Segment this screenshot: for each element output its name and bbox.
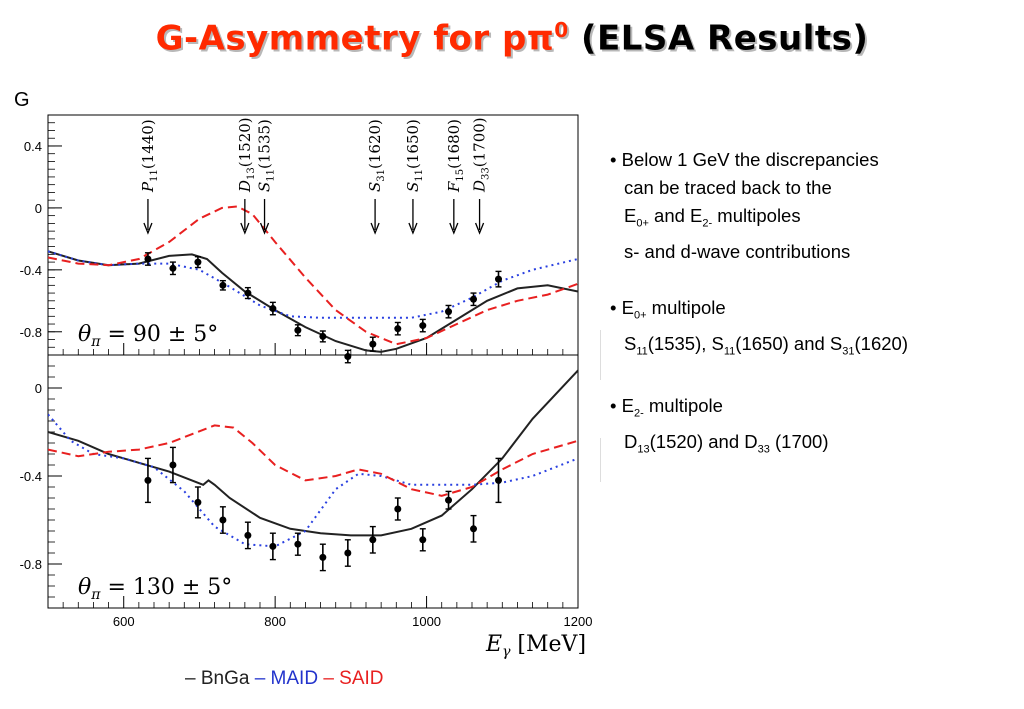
x-tick-label: 1200 xyxy=(564,614,593,629)
legend-item-said: – SAID xyxy=(318,668,384,689)
data-point xyxy=(445,308,453,316)
y-axis-title: G xyxy=(14,89,30,111)
data-point xyxy=(419,322,427,330)
legend-item-maid: – MAID xyxy=(249,668,319,689)
y-tick-label: -0.4 xyxy=(20,263,42,278)
legend-item-bnga: – BnGa xyxy=(185,668,250,689)
series-said xyxy=(48,424,578,497)
bullet-line: S11(1535), S11(1650) and S31(1620) xyxy=(624,332,908,358)
x-tick-label: 1000 xyxy=(412,614,441,629)
bullet-line: • Below 1 GeV the discrepancies xyxy=(610,149,879,170)
divider-1 xyxy=(600,330,601,380)
resonance-arrowhead xyxy=(259,222,270,235)
data-point xyxy=(244,531,252,539)
title-part1: G-Asymmetry for p xyxy=(155,18,527,59)
resonance-label: S11(1650) xyxy=(404,119,425,192)
resonance-arrowhead xyxy=(474,222,485,235)
curves xyxy=(48,369,578,548)
data-point xyxy=(169,461,177,469)
resonance-label: S11(1535) xyxy=(256,119,277,192)
panel-label: θπ = 130 ± 5° xyxy=(78,575,232,603)
data-point xyxy=(144,255,152,263)
panel-frame xyxy=(47,354,579,609)
resonance-arrowhead xyxy=(449,222,459,235)
data-point xyxy=(495,275,502,283)
title-pi: π xyxy=(526,18,555,59)
data-point xyxy=(470,525,478,533)
series-maid xyxy=(48,413,578,548)
data-point xyxy=(269,305,277,313)
y-tick-label: -0.4 xyxy=(20,469,42,484)
bullet-marker: • xyxy=(610,395,622,416)
slide-title: G-Asymmetry for pπ0 (ELSA Results) xyxy=(0,18,1024,58)
data-point xyxy=(445,496,453,504)
x-tick-label: 600 xyxy=(113,614,135,629)
resonance-arrowhead xyxy=(370,222,380,235)
data-point xyxy=(319,332,327,340)
y-tick-label: -0.8 xyxy=(20,557,42,572)
data-point xyxy=(344,549,352,557)
data-point xyxy=(294,540,302,548)
data-point xyxy=(194,498,202,506)
data-point xyxy=(269,542,277,550)
data-point xyxy=(144,476,152,484)
resonance-arrowhead xyxy=(240,222,250,235)
data-point xyxy=(319,553,327,561)
data-point xyxy=(394,505,402,513)
resonance-label: S31(1620) xyxy=(366,119,387,192)
resonance-label: D33(1700) xyxy=(471,117,492,193)
bullet-1: • Below 1 GeV the discrepancies can be tr… xyxy=(610,146,879,266)
data-point xyxy=(470,295,478,303)
data-point xyxy=(294,326,302,334)
y-tick-label: 0 xyxy=(35,201,42,216)
data-point xyxy=(369,536,377,544)
data-point xyxy=(369,340,377,348)
data-point xyxy=(419,536,427,544)
bullet-line: • E2- multipole xyxy=(610,395,723,420)
y-tick-label: 0 xyxy=(35,381,42,396)
panel-label: θπ = 90 ± 5° xyxy=(78,322,218,350)
resonance-arrowhead xyxy=(408,222,418,235)
bullet-line: can be traced back to the xyxy=(624,177,832,198)
data-point xyxy=(169,264,177,272)
data-point xyxy=(244,289,252,297)
bullet-line: • E0+ multipole xyxy=(610,297,726,322)
data-point xyxy=(495,476,502,484)
bullet-line: s- and d-wave contributions xyxy=(624,240,851,262)
panel-frame xyxy=(47,114,579,356)
series-bnga xyxy=(48,369,578,537)
bullet-marker: • xyxy=(610,149,622,170)
series-maid xyxy=(48,250,578,319)
y-tick-label: 0.4 xyxy=(24,139,42,154)
chart-legend: – BnGa – MAID – SAID xyxy=(185,668,384,690)
panel-1: 0.4 0 -0.4 -0.8 θπ = 90 ± 5° P11(1440) D13(152… xyxy=(20,114,579,364)
data-point xyxy=(344,353,352,361)
resonance-label: D13(1520) xyxy=(236,117,257,193)
title-part2: (ELSA Results) xyxy=(568,18,869,59)
x-axis-title: Eγ [MeV] xyxy=(485,632,586,660)
data-point xyxy=(394,325,402,333)
resonance-label: P11(1440) xyxy=(139,119,160,193)
bullet-marker: • xyxy=(610,297,622,318)
title-sup: 0 xyxy=(554,18,569,42)
data-point xyxy=(219,516,227,524)
series-said xyxy=(48,205,578,346)
bullet-3: • E2- multipole D13(1520) and D33 (1700) xyxy=(610,392,828,463)
bullet-line: D13(1520) and D33 (1700) xyxy=(624,430,829,456)
data-point xyxy=(219,281,227,289)
panel-2: 0 -0.4 -0.8 θπ = 130 ± 5° xyxy=(20,354,579,609)
data-point xyxy=(194,258,202,266)
bullet-2: • E0+ multipole S11(1535), S11(1650) and … xyxy=(610,294,908,365)
divider-2 xyxy=(600,438,601,482)
resonance-label: F15(1680) xyxy=(445,119,466,193)
resonance-arrowhead xyxy=(143,222,153,235)
bullet-line: E0+ and E2- multipoles xyxy=(624,205,801,230)
x-tick-label: 800 xyxy=(264,614,286,629)
y-tick-label: -0.8 xyxy=(20,325,42,340)
